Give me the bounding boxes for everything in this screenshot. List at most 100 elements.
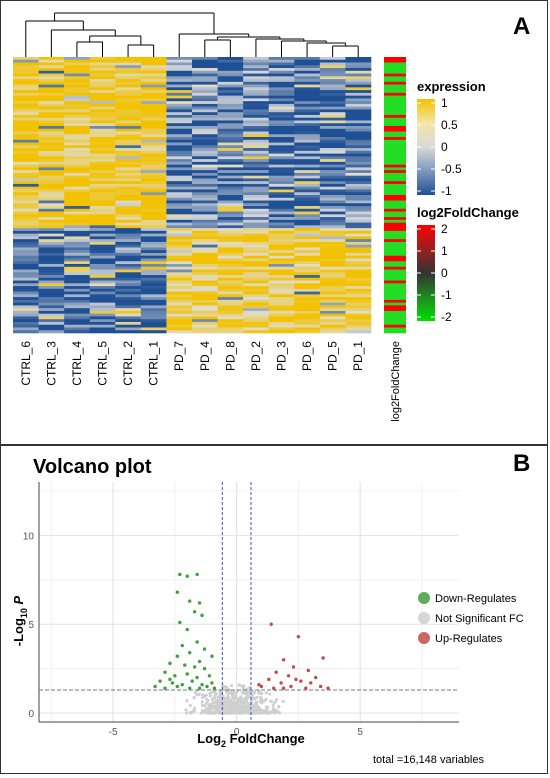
heatmap-cell: [345, 244, 372, 248]
heatmap-cell: [345, 84, 372, 88]
heatmap-cell: [13, 266, 39, 270]
heatmap-cell: [166, 299, 193, 303]
heatmap-cell: [294, 313, 321, 317]
heatmap-cell: [140, 233, 167, 237]
heatmap-cell: [217, 87, 244, 91]
heatmap-cell: [13, 172, 39, 176]
ns-point: [249, 711, 254, 715]
ns-point: [234, 710, 238, 715]
heatmap-cell: [243, 313, 270, 317]
heatmap-cell: [115, 170, 142, 174]
heatmap-cell: [192, 247, 218, 251]
heatmap-cell: [192, 156, 218, 160]
heatmap-cell: [243, 175, 270, 179]
heatmap-cell: [89, 172, 116, 176]
heatmap-cell: [89, 145, 116, 149]
column-label: PD_5: [326, 341, 340, 371]
heatmap-cell: [268, 233, 295, 237]
annotation-cell: [384, 261, 406, 265]
heatmap-cell: [89, 98, 116, 102]
heatmap-cell: [192, 222, 218, 226]
heatmap-cell: [268, 247, 295, 251]
heatmap-cell: [319, 277, 346, 281]
heatmap-cell: [192, 172, 218, 176]
heatmap-cell: [319, 98, 346, 102]
ns-point: [229, 707, 233, 712]
heatmap-cell: [243, 330, 270, 334]
heatmap-cell: [319, 219, 346, 223]
heatmap-cell: [268, 327, 295, 331]
heatmap-cell: [115, 178, 142, 182]
heatmap-cell: [13, 236, 39, 240]
heatmap-cell: [64, 150, 91, 154]
heatmap-cell: [294, 70, 321, 74]
heatmap-cell: [319, 137, 346, 141]
heatmap-cell: [13, 57, 39, 61]
heatmap-cell: [192, 98, 218, 102]
heatmap-cell: [294, 264, 321, 268]
heatmap-cell: [243, 148, 270, 152]
heatmap-cell: [140, 247, 167, 251]
heatmap-cell: [268, 90, 295, 94]
heatmap-cell: [268, 95, 295, 99]
heatmap-cell: [345, 206, 372, 210]
ns-point: [244, 704, 249, 708]
heatmap-cell: [192, 189, 218, 193]
heatmap-cell: [319, 73, 346, 77]
heatmap-cell: [13, 183, 39, 188]
heatmap-cell: [115, 228, 142, 232]
legend-tick-label: 0.5: [441, 118, 458, 132]
heatmap-cell: [243, 305, 270, 309]
heatmap-cell: [140, 59, 167, 63]
ns-point: [240, 706, 245, 711]
heatmap-cell: [64, 65, 91, 69]
heatmap-cell: [140, 76, 167, 80]
heatmap-cell: [115, 101, 142, 105]
heatmap-cell: [13, 120, 39, 124]
heatmap-cell: [140, 250, 167, 254]
heatmap-cell: [140, 65, 167, 69]
heatmap-cell: [13, 81, 39, 85]
heatmap-cell: [192, 159, 218, 163]
heatmap-cell: [294, 255, 321, 259]
heatmap-cell: [268, 178, 295, 182]
heatmap-cell: [345, 239, 372, 243]
heatmap-cell: [140, 208, 167, 212]
heatmap-cell: [89, 272, 116, 276]
heatmap-cell: [115, 87, 142, 91]
heatmap-cell: [217, 230, 244, 234]
heatmap-cell: [38, 183, 65, 188]
heatmap-cell: [64, 183, 91, 188]
heatmap-cell: [243, 203, 270, 207]
heatmap-figure: CTRL_6 CTRL_3 CTRL_4 CTRL_5 CTRL_2 CTRL_1 PD_7…: [13, 12, 530, 422]
ns-point: [208, 694, 213, 698]
heatmap-cell: [13, 305, 39, 309]
heatmap-cell: [166, 87, 193, 91]
ns-point: [268, 692, 272, 696]
heatmap-cell: [294, 247, 321, 251]
legend-title: expression: [417, 79, 486, 94]
annotation-cell: [384, 266, 406, 270]
heatmap-cell: [38, 316, 65, 320]
down-regulated-point: [195, 572, 199, 577]
heatmap-cell: [294, 81, 321, 85]
heatmap-cell: [115, 233, 142, 237]
column-label: PD_6: [300, 341, 314, 371]
x-axis-label: Log2 FoldChange: [197, 731, 305, 749]
heatmap-cell: [140, 112, 167, 116]
heatmap-cell: [166, 189, 193, 193]
annotation-cell: [384, 252, 406, 257]
heatmap-cell: [64, 106, 91, 110]
heatmap-cell: [166, 178, 193, 182]
heatmap-cell: [217, 244, 244, 248]
heatmap-cell: [13, 73, 39, 77]
heatmap-cell: [166, 123, 193, 127]
heatmap-cell: [89, 308, 116, 312]
heatmap-cell: [140, 297, 167, 301]
heatmap-cell: [13, 134, 39, 138]
heatmap-cell: [243, 131, 270, 135]
heatmap-cell: [64, 203, 91, 207]
heatmap-cell: [13, 241, 39, 245]
annotation-cell: [384, 150, 406, 154]
heatmap-cell: [140, 330, 167, 334]
